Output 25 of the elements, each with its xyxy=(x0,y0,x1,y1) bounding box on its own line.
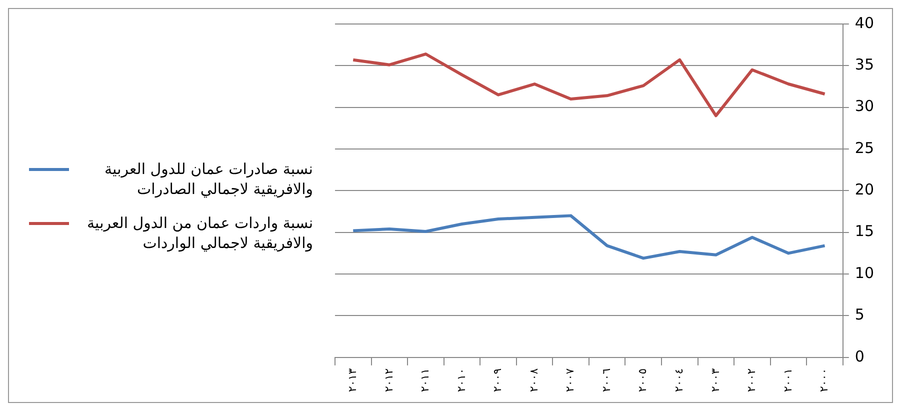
x-tick-label: ٢٠٠٧ xyxy=(564,368,577,392)
y-tick-label: 15 xyxy=(854,222,874,240)
y-tick-label: 35 xyxy=(854,56,874,74)
x-tick-label: ٢٠١٠ xyxy=(454,368,468,392)
x-tick-label: ٢٠٠٤ xyxy=(672,368,686,392)
x-tick-label: ٢٠١١ xyxy=(418,368,432,392)
x-tick-label: ٢٠٠٠ xyxy=(818,368,831,392)
x-tick-label: ٢٠٠١ xyxy=(781,368,794,392)
x-tick-label: ٢٠٠٩ xyxy=(491,368,504,392)
x-tick-label: ٢٠٠٢ xyxy=(745,368,758,392)
x-tick-label: ٢٠٠٨ xyxy=(527,368,540,392)
x-tick-label: ٢٠٠٣ xyxy=(708,368,722,392)
x-tick-label: ٢٠٠٥ xyxy=(636,368,650,392)
x-tick-label: ٢٠٠٦ xyxy=(600,368,613,392)
legend-label: نسبة واردات عمان من الدول العربية والافريقية لاجمالي الواردات xyxy=(86,212,313,252)
y-tick-label: 20 xyxy=(854,180,874,199)
y-tick-label: 10 xyxy=(854,264,874,282)
y-tick-label: 5 xyxy=(854,306,864,324)
legend-label: نسبة صادرات عمان للدول العربية والافريقية لاجمالي الصادرات xyxy=(104,158,313,198)
y-tick-label: 25 xyxy=(854,138,874,157)
x-tick-label: ٢٠١٣ xyxy=(346,368,359,392)
y-tick-label: 40 xyxy=(854,14,874,32)
y-tick-label: 0 xyxy=(854,347,864,366)
y-tick-label: 30 xyxy=(854,97,874,116)
x-tick-label: ٢٠١٢ xyxy=(382,368,396,392)
